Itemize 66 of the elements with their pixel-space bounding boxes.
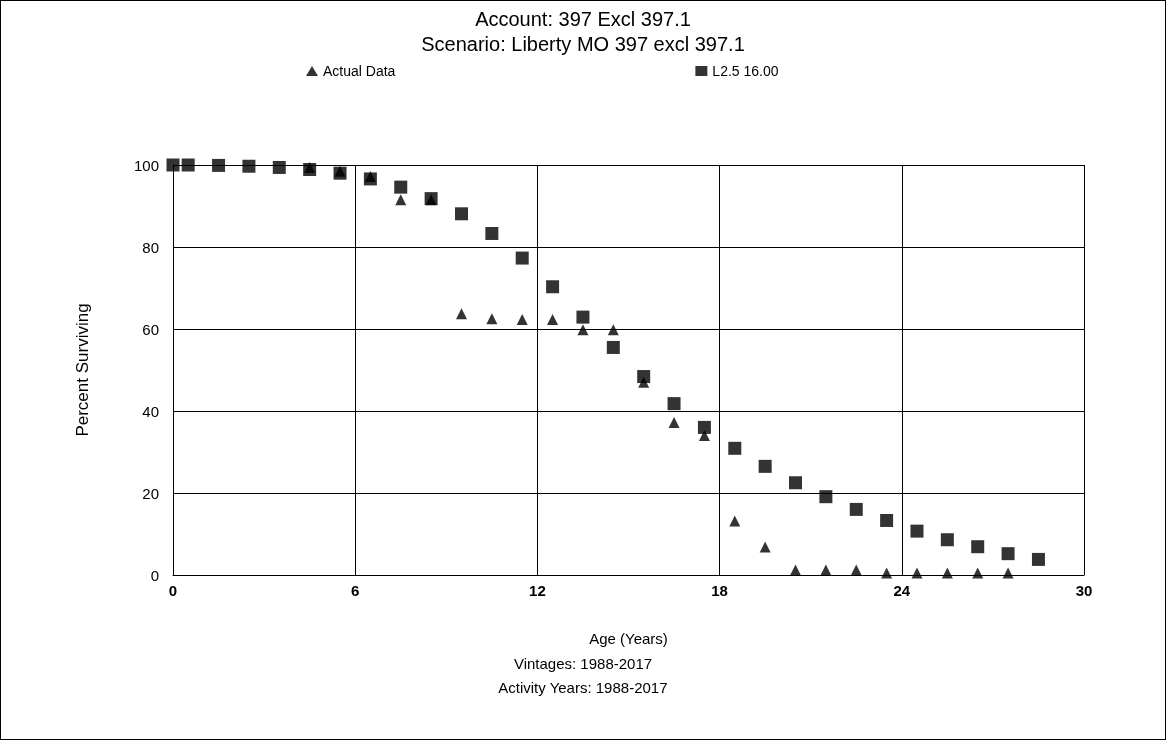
point <box>454 207 468 221</box>
point <box>698 430 710 442</box>
point <box>576 310 590 324</box>
point <box>486 313 498 325</box>
point <box>728 441 742 455</box>
point <box>181 158 195 172</box>
text: Vintages: 1988-2017 <box>513 655 653 672</box>
point <box>516 314 528 326</box>
y-tick-label: 80 <box>142 238 159 256</box>
point <box>940 533 954 547</box>
y-tick-label: 0 <box>150 566 159 584</box>
y-axis-title: Percent Surviving <box>73 303 92 437</box>
chart-subtitle: Scenario: Liberty MO 397 excl 397.1 <box>421 33 745 55</box>
point <box>849 502 863 516</box>
point <box>638 376 650 388</box>
point <box>242 159 256 173</box>
point <box>789 476 803 490</box>
point <box>820 564 832 576</box>
point <box>607 324 619 336</box>
point <box>790 564 802 576</box>
y-tick-label: 100 <box>133 156 159 174</box>
x-tick-label: 30 <box>1075 582 1093 599</box>
point <box>819 490 833 504</box>
point <box>1001 547 1015 561</box>
x-tick-label: 24 <box>893 582 911 599</box>
point <box>272 160 286 174</box>
text: Activity Years: 1988-2017 <box>498 679 668 696</box>
point <box>1031 552 1045 566</box>
x-axis-title: Age (Years) <box>589 630 668 647</box>
point <box>758 459 772 473</box>
point <box>212 158 226 172</box>
point <box>1002 567 1014 579</box>
point <box>577 324 589 336</box>
x-tick-label: 6 <box>351 582 360 599</box>
point <box>972 567 984 579</box>
point <box>971 540 985 554</box>
legend-label: Actual Data <box>323 63 396 79</box>
point <box>485 226 499 240</box>
point <box>546 280 560 294</box>
point <box>668 416 680 428</box>
point <box>394 180 408 194</box>
point <box>881 567 893 579</box>
point <box>941 567 953 579</box>
point <box>880 513 894 527</box>
chart-title: Account: 397 Excl 397.1 <box>475 8 691 30</box>
point <box>759 541 771 553</box>
point <box>455 308 467 320</box>
point <box>911 567 923 579</box>
x-tick-label: 18 <box>711 582 728 599</box>
point <box>697 420 711 434</box>
point <box>547 314 559 326</box>
point <box>910 524 924 538</box>
y-tick-label: 60 <box>142 320 159 338</box>
point <box>395 194 407 206</box>
point <box>364 170 376 182</box>
y-tick-label: 20 <box>142 484 159 502</box>
point <box>606 340 620 354</box>
point <box>515 251 529 265</box>
y-tick-label: 40 <box>142 402 159 420</box>
legend-label: L2.5 16.00 <box>712 63 779 79</box>
point <box>850 564 862 576</box>
point <box>166 158 180 172</box>
point <box>667 397 681 411</box>
point <box>729 515 741 527</box>
x-tick-label: 0 <box>168 582 178 599</box>
x-tick-label: 12 <box>529 582 546 599</box>
